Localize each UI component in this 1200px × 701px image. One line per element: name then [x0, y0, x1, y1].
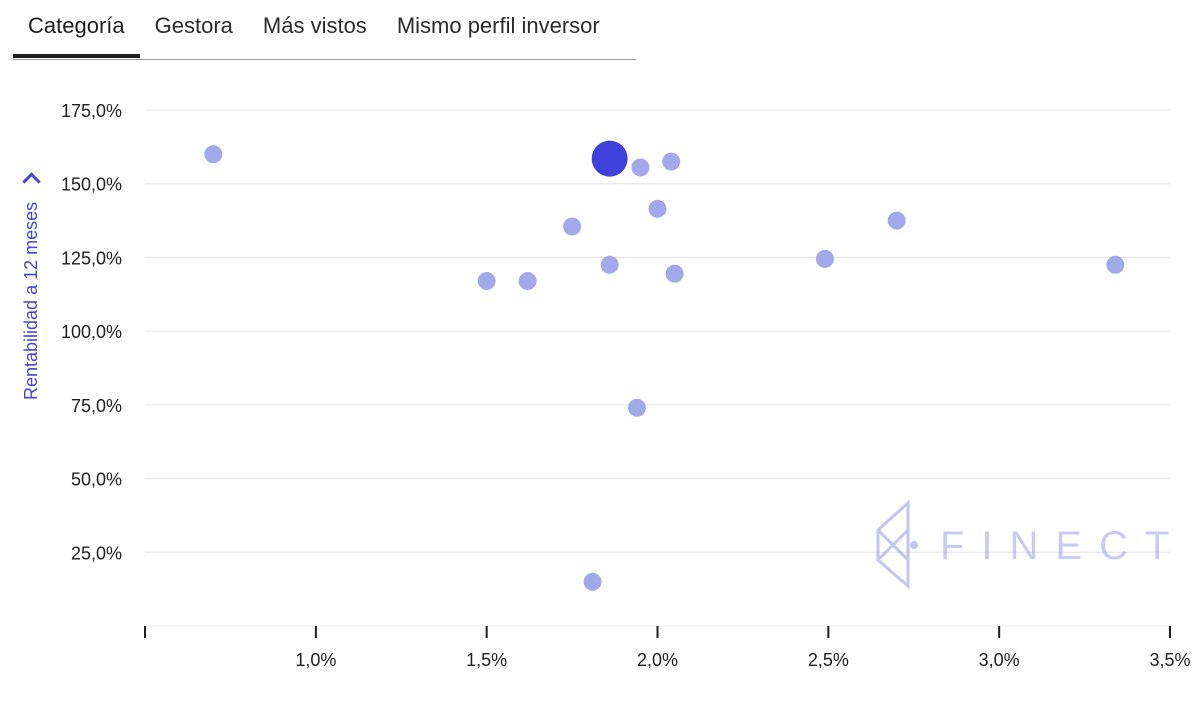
tab-mismo-perfil-inversor[interactable]: Mismo perfil inversor [396, 13, 600, 38]
y-tick-label: 125,0% [61, 248, 122, 268]
x-tick-label: 1,5% [466, 650, 507, 670]
tab-gestora[interactable]: Gestora [154, 13, 233, 38]
data-point [631, 158, 650, 177]
data-point [628, 398, 646, 417]
y-tick-label: 150,0% [61, 175, 122, 195]
finect-logo: FINECT [876, 499, 1186, 590]
x-tick-label: 3,5% [1149, 650, 1190, 670]
data-point [600, 255, 619, 274]
tab-mas-vistos[interactable]: Más vistos [262, 13, 367, 38]
data-point [583, 572, 602, 591]
data-point [1106, 255, 1125, 274]
data-point [648, 199, 667, 218]
y-axis-label: Rentabilidad a 12 meses [21, 201, 41, 400]
y-tick-label: 175,0% [61, 101, 122, 121]
data-point [563, 217, 582, 236]
x-tick-label: 3,0% [979, 650, 1020, 670]
y-tick-label: 75,0% [71, 396, 122, 416]
watermark-text: FINECT [940, 524, 1186, 568]
data-point [204, 145, 223, 164]
y-tick-label: 25,0% [71, 543, 122, 563]
y-axis-selector[interactable]: Rentabilidad a 12 meses [21, 172, 42, 400]
data-point [662, 152, 681, 171]
x-tick-label: 2,0% [637, 650, 678, 670]
data-point [518, 272, 537, 291]
data-point [887, 211, 906, 230]
data-point [477, 272, 496, 291]
chevron-right-icon [22, 172, 41, 191]
y-tick-label: 100,0% [61, 322, 122, 342]
tab-categoria[interactable]: Categoría [13, 0, 140, 58]
highlighted-data-point [591, 140, 628, 177]
data-point [665, 264, 684, 283]
data-point [815, 249, 834, 268]
x-tick-label: 2,5% [808, 650, 849, 670]
tab-bar: Categoría Gestora Más vistos Mismo perfi… [13, 0, 636, 60]
x-tick-label: 1,0% [295, 650, 336, 670]
y-tick-label: 50,0% [71, 470, 122, 490]
